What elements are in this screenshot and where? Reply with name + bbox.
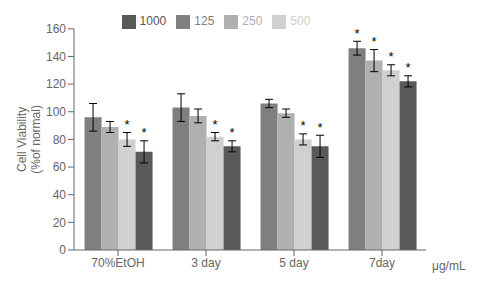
svg-text:40: 40 <box>53 188 67 202</box>
svg-text:100: 100 <box>46 105 66 119</box>
html-text:500: 500 <box>290 14 311 28</box>
svg-text:120: 120 <box>46 77 66 91</box>
html-text:250: 250 <box>242 14 263 28</box>
svg-text:μg/mL: μg/mL <box>432 259 466 273</box>
svg-text:*: * <box>355 26 360 41</box>
svg-text:80: 80 <box>53 133 67 147</box>
svg-text:3 day: 3 day <box>191 256 220 270</box>
svg-text:5 day: 5 day <box>279 256 308 270</box>
svg-text:*: * <box>372 34 377 49</box>
html-text:1000: 1000 <box>139 14 167 28</box>
html-text:125: 125 <box>194 14 215 28</box>
svg-text:*: * <box>389 49 394 64</box>
svg-text:7day: 7day <box>369 256 395 270</box>
svg-text:*: * <box>301 118 306 133</box>
svg-text:*: * <box>125 117 130 132</box>
svg-text:*: * <box>142 125 147 140</box>
svg-text:*: * <box>230 125 235 140</box>
svg-text:60: 60 <box>53 160 67 174</box>
svg-text:Cell Viability(%of normal): Cell Viability(%of normal) <box>15 105 43 174</box>
svg-text:70%EtOH: 70%EtOH <box>91 256 144 270</box>
svg-text:20: 20 <box>53 216 67 230</box>
svg-text:140: 140 <box>46 50 66 64</box>
svg-text:*: * <box>318 120 323 135</box>
svg-text:0: 0 <box>59 243 66 257</box>
svg-text:*: * <box>213 117 218 132</box>
svg-text:160: 160 <box>46 22 66 36</box>
svg-text:*: * <box>406 60 411 75</box>
